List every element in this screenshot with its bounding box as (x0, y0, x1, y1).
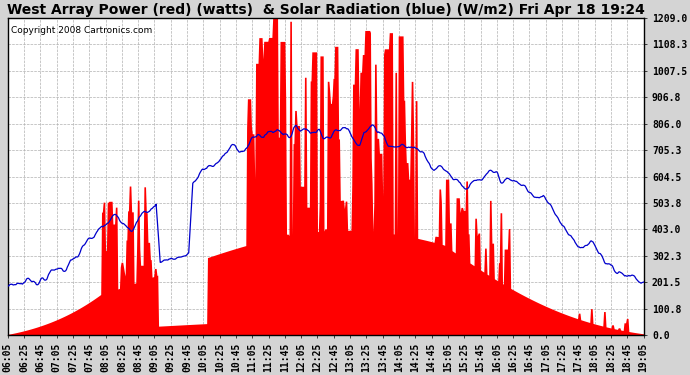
Title: West Array Power (red) (watts)  & Solar Radiation (blue) (W/m2) Fri Apr 18 19:24: West Array Power (red) (watts) & Solar R… (7, 3, 645, 17)
Text: Copyright 2008 Cartronics.com: Copyright 2008 Cartronics.com (11, 26, 152, 35)
